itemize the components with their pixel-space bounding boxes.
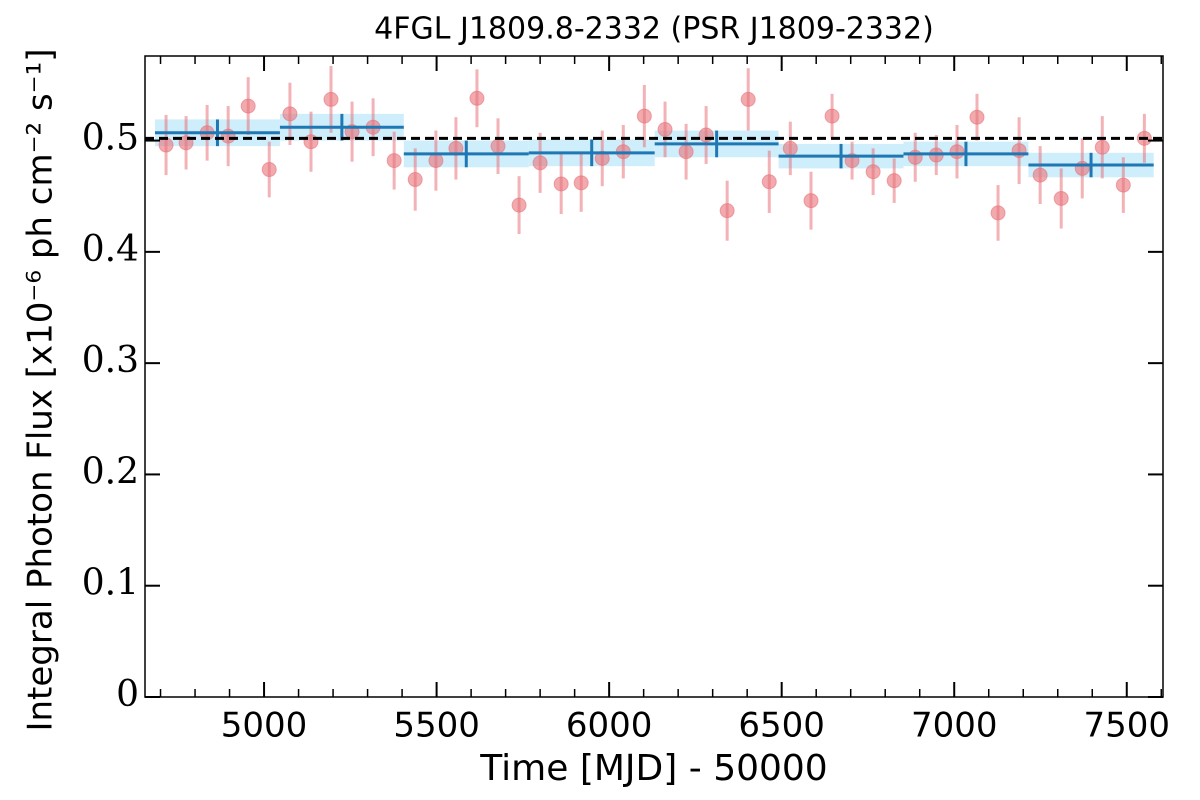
y-axis-label: Integral Photon Flux [x10⁻⁶ ph cm⁻² s⁻¹] xyxy=(21,48,61,731)
data-point xyxy=(323,91,339,107)
data-point xyxy=(511,197,527,213)
data-point xyxy=(761,174,777,190)
data-point xyxy=(782,140,798,156)
data-point xyxy=(469,90,485,106)
data-point xyxy=(532,155,548,171)
x-tick-label: 6000 xyxy=(566,706,653,746)
y-tick-label: 0.3 xyxy=(82,340,139,381)
data-point xyxy=(803,193,819,209)
data-point xyxy=(1094,139,1110,155)
data-point xyxy=(969,109,985,125)
data-point xyxy=(636,108,652,124)
data-point xyxy=(282,106,298,122)
y-tick-label: 0 xyxy=(116,674,139,715)
data-point xyxy=(240,98,256,114)
data-point xyxy=(386,153,402,169)
data-point xyxy=(886,173,902,189)
x-tick-label: 7500 xyxy=(1084,706,1171,746)
data-point xyxy=(303,134,319,150)
data-point xyxy=(261,162,277,178)
data-point xyxy=(407,172,423,188)
y-tick-label: 0.4 xyxy=(82,229,139,270)
data-point xyxy=(907,149,923,165)
x-axis-label: Time [MJD] - 50000 xyxy=(479,748,827,789)
data-point xyxy=(1115,177,1131,193)
data-point xyxy=(158,137,174,153)
data-point xyxy=(220,128,236,144)
data-point xyxy=(824,108,840,124)
data-point xyxy=(1032,167,1048,183)
data-point xyxy=(553,176,569,192)
data-point xyxy=(719,203,735,219)
x-tick-label: 5000 xyxy=(221,706,308,746)
data-point xyxy=(1074,160,1090,176)
y-tick-label: 0.1 xyxy=(82,563,139,604)
plot-frame xyxy=(144,55,1164,698)
x-tick-label: 7000 xyxy=(911,706,998,746)
y-tick-label: 0.2 xyxy=(82,451,139,492)
data-point xyxy=(698,127,714,143)
data-point xyxy=(490,138,506,154)
data-point xyxy=(573,175,589,191)
y-tick-label: 0.5 xyxy=(82,118,139,159)
data-point xyxy=(1053,190,1069,206)
data-point xyxy=(865,164,881,180)
data-point xyxy=(990,205,1006,221)
data-point xyxy=(1011,143,1027,159)
chart-title: 4FGL J1809.8-2332 (PSR J1809-2332) xyxy=(374,12,934,47)
data-point xyxy=(740,91,756,107)
data-point xyxy=(678,144,694,160)
x-tick-label: 6500 xyxy=(738,706,825,746)
data-point xyxy=(428,153,444,169)
x-tick-label: 5500 xyxy=(393,706,480,746)
data-point xyxy=(949,144,965,160)
data-point xyxy=(657,121,673,137)
